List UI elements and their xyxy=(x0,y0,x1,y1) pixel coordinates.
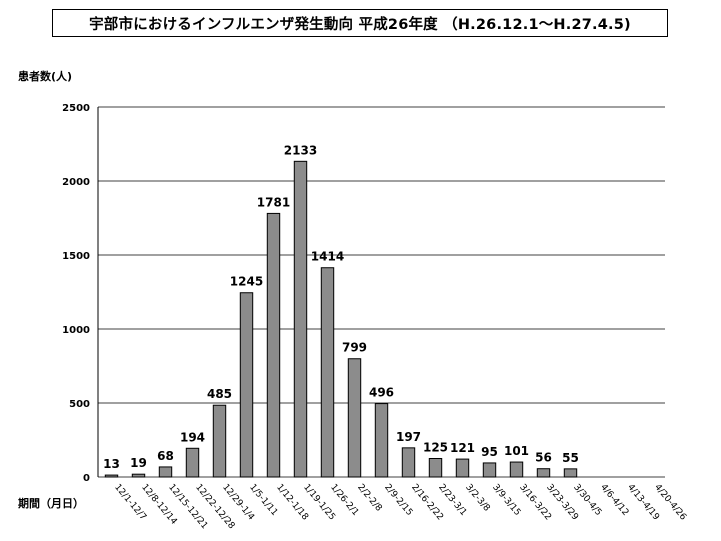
bar xyxy=(185,447,200,478)
bar xyxy=(563,468,578,478)
y-tick-label: 1000 xyxy=(62,325,90,336)
y-tick-label: 500 xyxy=(69,399,90,410)
data-label: 121 xyxy=(450,441,475,455)
chart-title: 宇部市におけるインフルエンザ発生動向 平成26年度 （H.26.12.1～H.2… xyxy=(52,9,668,37)
bar xyxy=(374,403,389,478)
bar xyxy=(158,466,173,478)
data-label: 68 xyxy=(157,449,174,463)
y-axis-ticks: 0 500 1000 1500 2000 2500 xyxy=(62,103,90,484)
data-labels: 13 19 68 194 485 1245 1781 2133 1414 799 496 197125… xyxy=(103,143,579,471)
y-tick-label: 0 xyxy=(83,473,90,484)
data-label: 197 xyxy=(396,430,421,444)
bar xyxy=(347,358,362,478)
data-label: 2133 xyxy=(284,143,317,157)
bar xyxy=(509,461,524,478)
data-label: 125 xyxy=(423,441,448,455)
y-tick-label: 2000 xyxy=(62,177,90,188)
bar xyxy=(293,160,308,478)
data-label: 1414 xyxy=(311,250,344,264)
x-axis-label: 期間（月日） xyxy=(18,496,84,510)
data-label: 1245 xyxy=(230,275,263,289)
bar xyxy=(104,474,119,478)
data-label: 1781 xyxy=(257,195,290,209)
y-tick-label: 1500 xyxy=(62,251,90,262)
bar xyxy=(239,292,254,478)
bar xyxy=(212,404,227,478)
data-label: 55 xyxy=(562,451,579,465)
bar xyxy=(482,462,497,478)
data-label: 799 xyxy=(342,341,367,355)
data-label: 496 xyxy=(369,386,394,400)
data-label: 19 xyxy=(130,456,147,470)
bar xyxy=(266,212,281,478)
data-label: 485 xyxy=(207,387,232,401)
bar xyxy=(131,473,146,478)
data-label: 101 xyxy=(504,444,529,458)
bar xyxy=(428,458,443,478)
data-label: 194 xyxy=(180,430,205,444)
x-axis-ticks: 12/1-12/712/8-12/1412/15-12/2112/22-12/2… xyxy=(112,483,688,532)
y-tick-label: 2500 xyxy=(62,103,90,114)
bar xyxy=(320,267,335,478)
bar xyxy=(455,458,470,478)
y-axis-label: 患者数(人) xyxy=(18,69,72,83)
data-label: 13 xyxy=(103,457,120,471)
bar xyxy=(401,447,416,478)
data-label: 95 xyxy=(481,445,498,459)
bar xyxy=(536,468,551,478)
bars xyxy=(104,160,578,478)
data-label: 56 xyxy=(535,451,552,465)
